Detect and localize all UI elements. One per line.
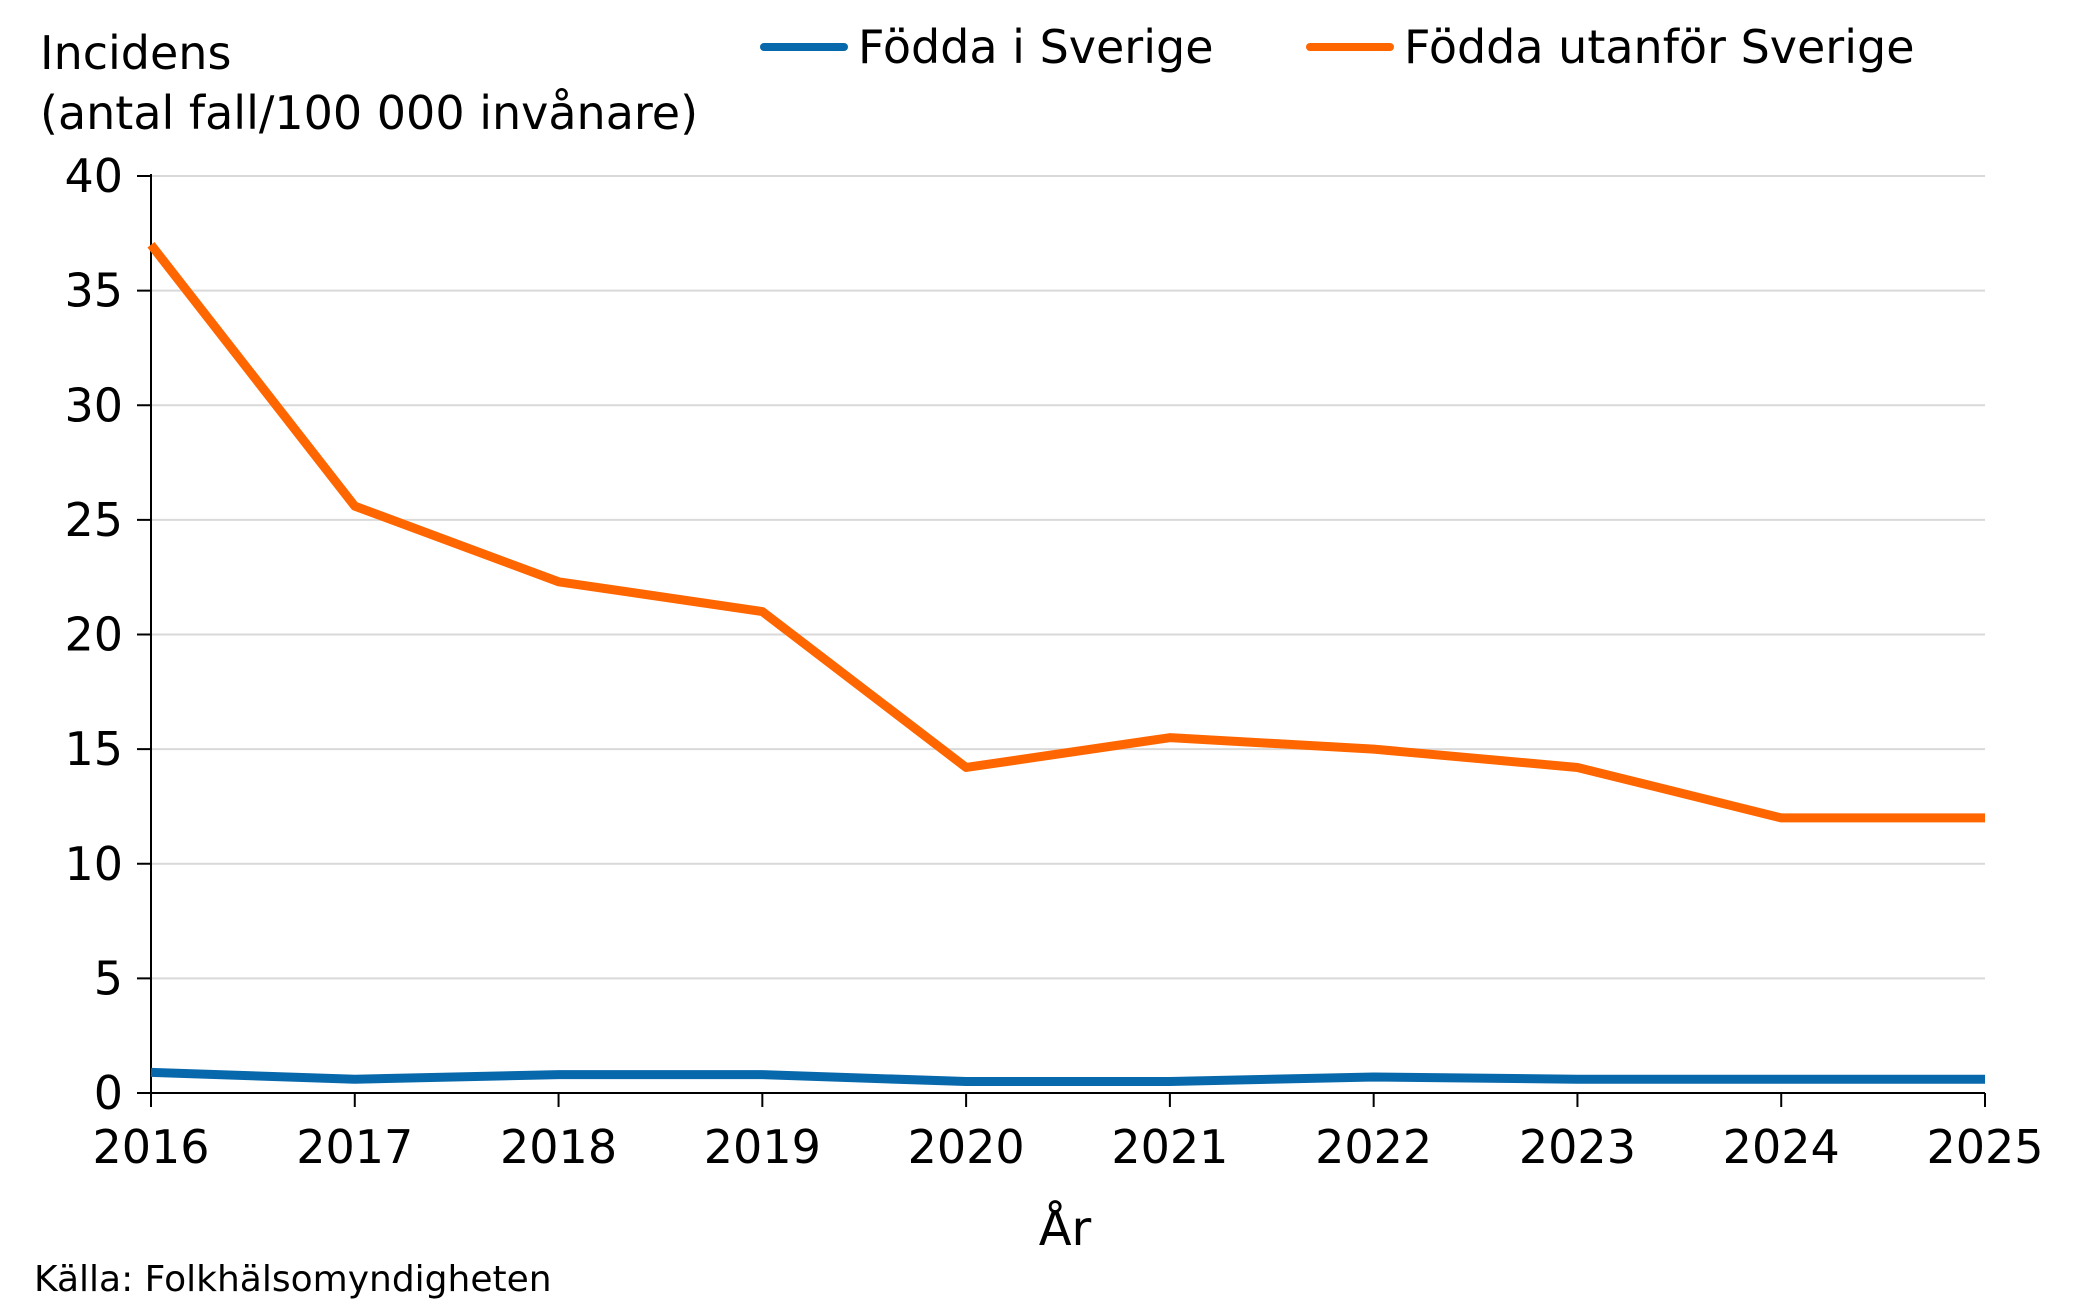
legend-label: Födda utanför Sverige bbox=[1404, 20, 1915, 74]
series-line-2 bbox=[147, 242, 1985, 823]
x-tick-label: 2023 bbox=[1519, 1120, 1636, 1174]
y-tick-label: 30 bbox=[64, 378, 123, 432]
source-note: Källa: Folkhälsomyndigheten bbox=[34, 1259, 552, 1300]
x-tick-label: 2019 bbox=[704, 1120, 821, 1174]
x-tick-label: 2016 bbox=[92, 1120, 209, 1174]
y-tick-label: 5 bbox=[94, 951, 123, 1005]
y-tick-label: 20 bbox=[64, 608, 123, 662]
y-tick-label: 10 bbox=[64, 837, 123, 891]
x-tick-label: 2020 bbox=[908, 1120, 1025, 1174]
y-axis-title-line1: Incidens bbox=[40, 26, 232, 80]
x-tick-label: 2022 bbox=[1315, 1120, 1432, 1174]
x-tick-label: 2021 bbox=[1111, 1120, 1228, 1174]
legend-label: Födda i Sverige bbox=[858, 20, 1214, 74]
x-tick-label: 2018 bbox=[500, 1120, 617, 1174]
legend-item-fodda-utanfor-sverige: Födda utanför Sverige bbox=[1306, 22, 1915, 72]
y-tick-label: 0 bbox=[94, 1066, 123, 1120]
x-tick-label: 2024 bbox=[1723, 1120, 1840, 1174]
y-tick-label: 35 bbox=[64, 264, 123, 318]
y-axis-title-line2: (antal fall/100 000 invånare) bbox=[40, 86, 699, 140]
x-tick-label: 2017 bbox=[296, 1120, 413, 1174]
legend-item-fodda-i-sverige: Födda i Sverige bbox=[760, 22, 1214, 72]
legend-swatch-blue bbox=[760, 43, 848, 51]
y-tick-label: 25 bbox=[64, 493, 123, 547]
y-tick-label: 15 bbox=[64, 722, 123, 776]
series-line-1 bbox=[150, 1067, 1985, 1087]
x-axis-title: År bbox=[1038, 1201, 1092, 1257]
x-tick-label: 2025 bbox=[1926, 1120, 2043, 1174]
legend-swatch-orange bbox=[1306, 43, 1394, 51]
y-tick-label: 40 bbox=[64, 149, 123, 203]
